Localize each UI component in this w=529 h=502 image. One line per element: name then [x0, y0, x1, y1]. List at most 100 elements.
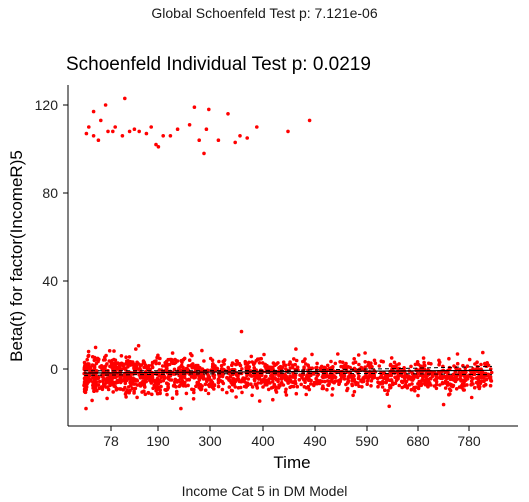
cluster-point	[243, 359, 248, 364]
cluster-point	[412, 373, 416, 378]
cluster-point	[306, 364, 311, 368]
cluster-point	[249, 382, 253, 387]
x-tick-label: 780	[457, 433, 481, 449]
cluster-point	[447, 387, 452, 391]
cluster-point	[103, 364, 108, 368]
cluster-point	[269, 374, 273, 378]
cluster-point	[187, 358, 192, 363]
cluster-point	[469, 379, 474, 384]
cluster-point	[327, 374, 332, 378]
cluster-point	[173, 357, 177, 362]
cluster-point	[154, 380, 159, 385]
outlier-point	[96, 138, 101, 142]
cluster-point	[212, 366, 216, 371]
cluster-point	[413, 362, 418, 367]
cluster-point	[206, 383, 211, 387]
cluster-point	[196, 363, 200, 368]
cluster-point	[371, 373, 375, 378]
cluster-point	[97, 379, 102, 384]
cluster-point	[88, 378, 93, 382]
cluster-point	[297, 378, 302, 382]
cluster-point	[166, 357, 170, 362]
cluster-point	[294, 391, 299, 396]
cluster-point	[277, 374, 281, 378]
cluster-point	[254, 359, 258, 363]
cluster-point	[191, 362, 195, 366]
cluster-point	[210, 380, 215, 385]
cluster-point	[170, 396, 175, 401]
cluster-point	[207, 375, 212, 380]
cluster-point	[260, 361, 265, 365]
cluster-point	[90, 398, 94, 403]
cluster-point	[424, 375, 428, 380]
cluster-point	[249, 354, 254, 359]
cluster-point	[353, 360, 358, 365]
cluster-point	[330, 376, 334, 381]
cluster-point	[240, 390, 244, 395]
cluster-point	[440, 376, 445, 381]
cluster-point	[195, 380, 199, 385]
cluster-point	[283, 390, 288, 394]
cluster-point	[169, 360, 174, 364]
cluster-point	[221, 381, 226, 386]
cluster-point	[351, 393, 355, 398]
cluster-point	[351, 376, 355, 381]
cluster-point	[306, 378, 311, 383]
cluster-point	[291, 363, 295, 368]
cluster-point	[173, 377, 178, 382]
cluster-point	[111, 390, 115, 394]
outlier-point	[238, 134, 242, 138]
x-tick-label: 590	[355, 433, 379, 449]
cluster-point	[434, 386, 439, 391]
cluster-point	[228, 368, 232, 372]
cluster-point	[212, 376, 216, 380]
cluster-point	[447, 392, 451, 397]
cluster-point	[434, 374, 438, 378]
cluster-point	[185, 378, 189, 382]
cluster-point	[467, 373, 472, 377]
cluster-point	[288, 374, 292, 379]
cluster-point	[130, 386, 135, 391]
cluster-point	[400, 380, 405, 385]
cluster-point	[274, 362, 279, 367]
cluster-point	[104, 385, 108, 389]
cluster-point	[139, 363, 144, 367]
cluster-point	[304, 362, 308, 366]
cluster-point	[426, 384, 430, 389]
cluster-point	[106, 387, 111, 392]
cluster-point	[262, 352, 266, 357]
outlier-point	[84, 131, 89, 136]
cluster-point	[124, 362, 129, 366]
cluster-point	[252, 373, 257, 378]
lower-band-line	[83, 372, 493, 376]
cluster-point	[330, 393, 334, 397]
outlier-point	[187, 123, 192, 127]
cluster-point	[360, 385, 364, 389]
cluster-point	[236, 374, 240, 379]
cluster-point	[310, 366, 315, 371]
cluster-point	[393, 381, 398, 386]
cluster-point	[125, 390, 129, 394]
cluster-point	[434, 382, 439, 387]
cluster-point	[482, 379, 486, 384]
outlier-point	[307, 118, 312, 123]
outlier-point	[123, 96, 127, 101]
cluster-point	[443, 379, 448, 383]
cluster-point	[228, 379, 232, 383]
cluster-point	[257, 399, 262, 403]
outlier-point	[91, 109, 96, 114]
cluster-point	[93, 345, 98, 350]
outlier-point	[132, 127, 137, 131]
cluster-point	[237, 361, 242, 366]
cluster-point	[307, 387, 312, 392]
cluster-point	[460, 383, 464, 388]
cluster-point	[447, 356, 451, 361]
cluster-point	[130, 362, 135, 367]
cluster-point	[126, 385, 131, 389]
cluster-point	[363, 360, 368, 364]
cluster-point	[87, 375, 91, 379]
cluster-point	[437, 362, 441, 367]
cluster-point	[256, 381, 261, 385]
cluster-point	[314, 366, 318, 370]
cluster-point	[92, 364, 97, 368]
